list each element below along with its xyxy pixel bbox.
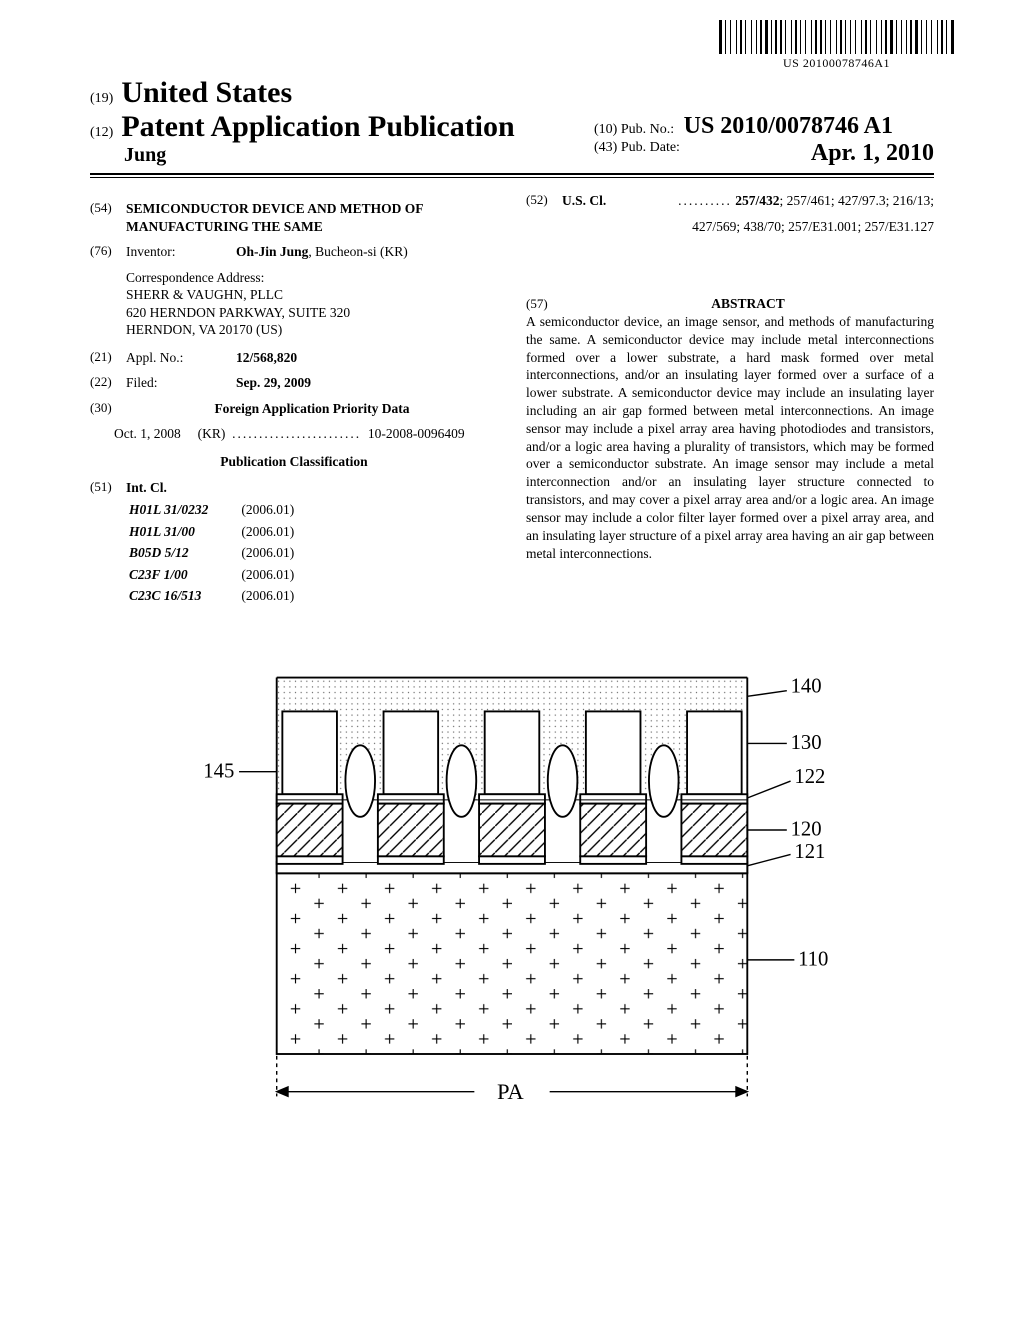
appl-no: 12/568,820 [236,349,297,367]
right-column: (52) U.S. Cl. .......... 257/432; 257/46… [526,192,934,608]
correspondence-address: Correspondence Address: SHERR & VAUGHN, … [126,269,498,339]
pubno-label: Pub. No.: [621,122,674,137]
intcl-year: (2006.01) [240,565,324,585]
corr-l1: SHERR & VAUGHN, PLLC [126,286,498,304]
intcl-code: C23F 1/00 [128,565,238,585]
priority-date: Oct. 1, 2008 [114,426,181,441]
prefix-19: (19) [90,91,113,106]
pub-class-heading: Publication Classification [90,453,498,471]
label-140: 140 [791,675,822,697]
f22-label: Filed: [126,374,236,392]
intcl-code: H01L 31/0232 [128,500,238,520]
intcl-year: (2006.01) [240,522,324,542]
uscl-line2: 427/569; 438/70; 257/E31.001; 257/E31.12… [526,218,934,236]
prefix-12: (12) [90,125,113,140]
barcode: US 20100078746A1 [90,20,954,72]
pubno-prefix: (10) [594,122,617,137]
label-122: 122 [794,766,825,788]
label-pa: PA [497,1079,524,1104]
intcl-code: B05D 5/12 [128,543,238,563]
pubdate-value: Apr. 1, 2010 [811,140,934,167]
corr-l2: 620 HERNDON PARKWAY, SUITE 320 [126,304,498,322]
doc-type: Patent Application Publication [121,110,514,143]
intcl-code: C23C 16/513 [128,586,238,606]
intcl-year: (2006.01) [240,500,324,520]
f22-num: (22) [90,374,126,392]
barcode-text: US 20100078746A1 [719,56,954,71]
f51-num: (51) [90,479,126,497]
inventor-loc: , Bucheon-si (KR) [308,244,407,259]
foreign-priority-heading: Foreign Application Priority Data [126,400,498,418]
f76-label: Inventor: [126,243,236,261]
uscl-rest1: ; 257/461; 427/97.3; 216/13; [779,193,934,208]
label-121: 121 [794,841,825,863]
patent-figure: 145 140 130 122 120 121 110 PA [192,668,832,1125]
priority-number: 10-2008-0096409 [368,426,465,441]
pubdate-label: Pub. Date: [621,140,680,155]
f52-label: U.S. Cl. [562,192,606,210]
label-130: 130 [791,732,822,754]
f76-num: (76) [90,243,126,261]
intcl-year: (2006.01) [240,586,324,606]
corr-label: Correspondence Address: [126,269,498,287]
abstract-text: A semiconductor device, an image sensor,… [526,313,934,562]
pubdate-prefix: (43) [594,140,617,155]
f21-label: Appl. No.: [126,349,236,367]
invention-title: SEMICONDUCTOR DEVICE AND METHOD OF MANUF… [126,200,498,235]
intcl-code: H01L 31/00 [128,522,238,542]
inventor-name: Oh-Jin Jung [236,244,308,259]
intcl-year: (2006.01) [240,543,324,563]
intcl-table: H01L 31/0232(2006.01)H01L 31/00(2006.01)… [126,498,326,608]
priority-country: (KR) [198,426,226,441]
header: (19) United States (12) Patent Applicati… [90,76,934,167]
f21-num: (21) [90,349,126,367]
label-145: 145 [203,760,234,782]
f54-num: (54) [90,200,126,235]
f57-num: (57) [526,296,562,313]
label-120: 120 [791,818,822,840]
f52-num: (52) [526,192,562,210]
filed-date: Sep. 29, 2009 [236,374,311,392]
pubno-value: US 2010/0078746 A1 [684,113,893,139]
label-110: 110 [798,948,828,970]
abstract-heading: ABSTRACT [562,295,934,313]
left-column: (54) SEMICONDUCTOR DEVICE AND METHOD OF … [90,192,498,608]
country: United States [121,76,292,109]
uscl-main: 257/432 [735,193,779,208]
f30-num: (30) [90,400,126,418]
corr-l3: HERNDON, VA 20170 (US) [126,321,498,339]
f51-label: Int. Cl. [126,479,167,497]
author: Jung [124,144,515,167]
